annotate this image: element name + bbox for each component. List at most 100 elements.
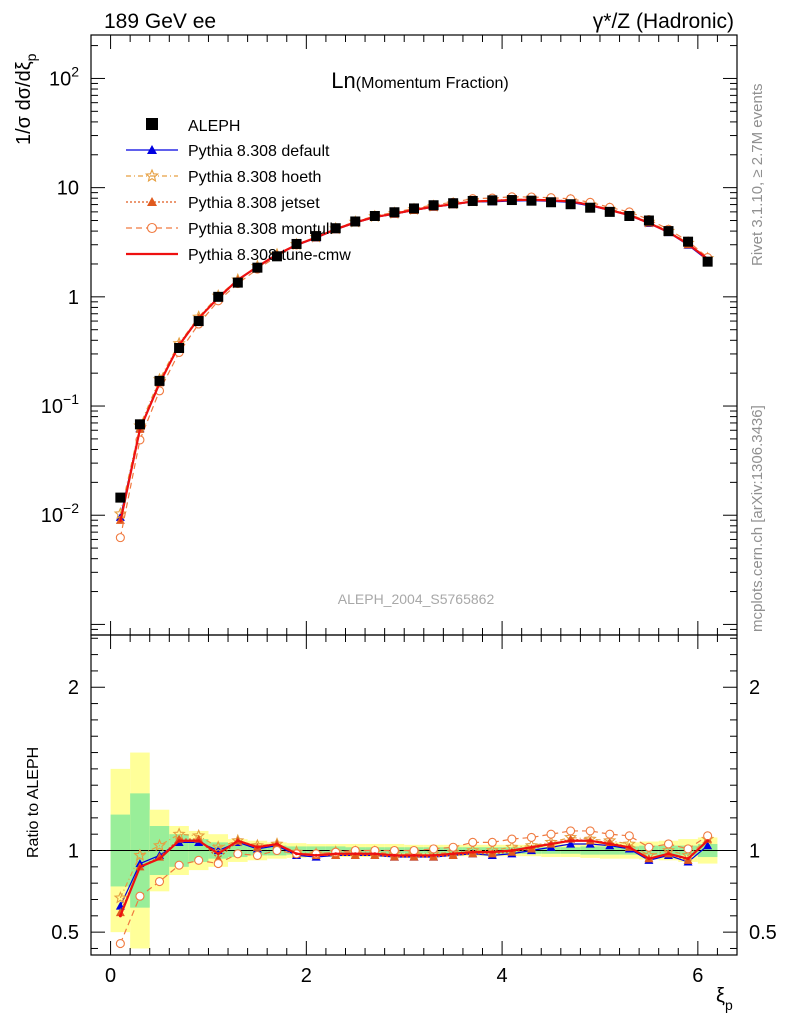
ratio-marker-montull [154,876,165,887]
y-tick-base: 10 [57,178,79,200]
y-tick-exponent: −2 [63,500,79,516]
ratio-marker-montull [135,891,145,901]
ratio-marker-montull [585,826,595,836]
data-point [643,215,654,226]
ratio-marker-tune-cmw [275,842,279,846]
header-left: 189 GeV ee [104,10,216,33]
data-point [487,195,498,206]
ratio-marker-tune-cmw [158,857,162,861]
ratio-marker-tune-cmw [451,852,455,856]
ratio-marker-montull [115,939,125,949]
data-point [506,195,517,206]
ratio-marker-montull [468,837,478,847]
ratio-marker-montull [605,829,615,839]
ratio-tick-label-right: 1 [749,841,760,863]
data-point [624,210,635,221]
ratio-tick-label-left: 2 [68,677,79,699]
ratio-marker-hoeth [152,838,167,852]
ratio-marker-montull [624,831,634,841]
y-tick-label: 10−1 [41,391,79,418]
data-point [213,291,224,302]
data-point [546,197,557,208]
x-tick-label: 4 [497,965,508,987]
legend-marker-montull [146,222,158,234]
ratio-frame [90,634,738,956]
data-point [134,419,145,430]
data-point [174,342,185,353]
ratio-tick-label-right: 0.5 [749,922,777,944]
data-point [702,256,713,267]
ratio-marker-tune-cmw [216,852,220,856]
ratio-marker-jetset [115,908,125,917]
ratio-marker-montull [526,832,537,842]
ratio-marker-montull [213,859,223,869]
watermark: ALEPH_2004_S5765862 [338,591,495,607]
aleph-data-points [115,195,713,503]
x-tick-label: 0 [105,965,116,987]
ratio-marker-montull [663,839,674,849]
ratio-tick-label-left: 1 [68,841,79,863]
ratio-marker-montull [546,829,556,839]
x-axis-label-sub: p [725,997,733,1013]
ratio-marker-montull [252,850,262,860]
ratio-marker-tune-cmw [569,839,573,843]
plot-title: Ln(Momentum Fraction) [331,68,508,93]
ratio-marker-tune-cmw [177,839,181,843]
ratio-marker-tune-cmw [490,850,494,854]
ratio-marker-tune-cmw [412,853,416,857]
x-axis-label: ξp [716,985,733,1013]
ratio-marker-tune-cmw [373,852,377,856]
ratio-marker-tune-cmw [706,839,710,843]
header-right: γ*/Z (Hadronic) [593,10,734,33]
ratio-marker-tune-cmw [295,852,299,856]
ratio-marker-montull [429,844,439,854]
ratio-marker-tune-cmw [334,852,338,856]
ratio-marker-hoeth [133,848,147,862]
ratio-marker-tune-cmw [608,842,612,846]
legend-label-aleph: ALEPH [188,118,240,135]
ratio-marker-tune-cmw [236,839,240,843]
data-point [193,316,204,327]
ratio-marker-montull [409,845,419,856]
ratio-marker-tune-cmw [432,853,436,857]
ratio-marker-montull [507,834,517,844]
data-point [448,198,459,209]
plot-title-sub: (Momentum Fraction) [356,75,509,92]
y-tick-base: 10 [41,505,63,527]
ratio-marker-tune-cmw [314,853,318,857]
data-point [311,231,322,242]
ratio-marker-montull [566,826,576,836]
data-point [350,216,361,227]
data-point [565,199,576,210]
y-tick-base: 10 [41,396,63,418]
data-point [330,223,341,234]
data-point [526,195,537,206]
y-tick-label: 10 [57,178,79,200]
legend-marker-aleph [146,118,158,130]
data-point [115,492,126,503]
y-tick-exponent: 2 [71,63,79,79]
y-tick-base: 10 [49,68,71,90]
ratio-marker-montull [194,855,204,865]
ratio-marker-default [703,841,713,850]
legend: ALEPH Pythia 8.308 default Pythia 8.308 ho… [126,118,351,264]
data-point [291,238,302,249]
data-point [154,375,165,386]
y-tick-exponent: −1 [63,391,79,407]
y-axis-label: 1/σ dσ/dξp [13,53,39,145]
ratio-marker-montull [703,831,713,841]
y-axis-label-main: 1/σ dσ/dξ [13,61,35,145]
data-point [389,207,400,218]
data-point [428,200,439,211]
ratio-axis-label: Ratio to ALEPH [25,747,42,858]
data-point [663,226,674,237]
y-tick-label: 102 [49,63,79,90]
ratio-marker-tune-cmw [588,839,592,843]
ratio-marker-montull [174,860,184,870]
ratio-marker-tune-cmw [353,852,357,856]
series-marker-montull [115,533,125,543]
ratio-marker-tune-cmw [471,850,475,854]
y-axis-label-sub: p [23,53,39,61]
ratio-marker-tune-cmw [510,849,514,853]
ratio-marker-hoeth [211,840,225,853]
